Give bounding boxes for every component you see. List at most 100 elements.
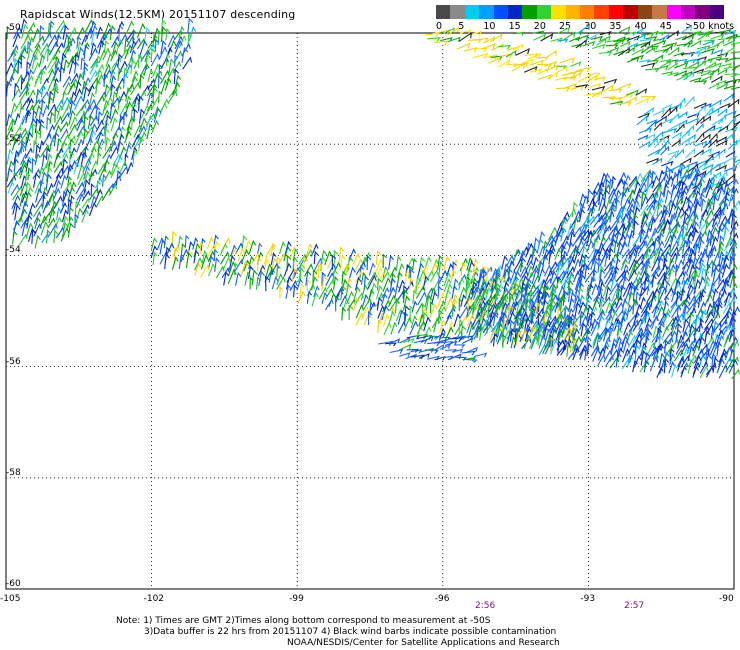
wind-barb [117, 133, 125, 147]
wind-barb [646, 236, 654, 249]
wind-barb [662, 45, 673, 53]
wind-barb [53, 216, 63, 231]
wind-barb [492, 332, 499, 347]
pass-time-label: 2:56 [475, 601, 496, 611]
wind-barb [81, 197, 90, 209]
wind-barb [438, 327, 446, 341]
wind-barb [688, 202, 696, 217]
wind-barb [83, 179, 90, 195]
wind-barb [709, 233, 715, 247]
wind-barb [692, 180, 703, 193]
wind-barb [641, 96, 657, 101]
wind-barb [554, 297, 562, 313]
wind-barb [132, 149, 139, 165]
wind-barb [585, 315, 592, 331]
legend-swatch-10 [580, 5, 595, 19]
wind-barb [687, 52, 702, 57]
wind-barb [42, 132, 52, 146]
wind-barb [55, 19, 66, 34]
wind-barb [669, 103, 683, 110]
wind-barb [686, 258, 695, 273]
wind-barb [632, 219, 639, 236]
wind-barb [511, 62, 526, 72]
wind-barb [471, 277, 478, 290]
wind-barb [584, 229, 593, 241]
wind-barb [10, 102, 18, 117]
wind-barb [452, 335, 467, 341]
wind-barb [731, 161, 740, 171]
wind-barb [645, 330, 653, 344]
wind-barb [705, 362, 717, 375]
wind-barb [535, 327, 544, 344]
wind-barb [680, 354, 690, 368]
wind-barb [493, 302, 501, 318]
wind-barb [572, 297, 582, 313]
wind-barb [388, 310, 396, 325]
wind-barb [152, 86, 159, 103]
wind-barb [663, 250, 671, 266]
wind-barb [478, 287, 488, 304]
wind-barb [675, 190, 683, 205]
wind-barb [694, 46, 707, 54]
legend-label-1: 5 [458, 21, 465, 32]
wind-barb [444, 340, 458, 347]
wind-barb [458, 318, 464, 333]
wind-barb [376, 266, 383, 279]
wind-barb [627, 215, 634, 230]
wind-barb [729, 35, 740, 39]
wind-barb [76, 138, 84, 153]
wind-barb [544, 269, 554, 284]
wind-barb [60, 128, 69, 140]
wind-barb [515, 300, 523, 314]
wind-barb [249, 276, 254, 290]
wind-barb [717, 245, 724, 259]
wind-barb [694, 80, 708, 85]
wind-barb [10, 183, 20, 196]
wind-barb [628, 189, 636, 204]
wind-barb [718, 209, 725, 225]
legend-label-0: 0 [436, 21, 443, 32]
wind-barb [666, 30, 680, 40]
wind-barb [548, 226, 558, 241]
wind-barb [80, 109, 87, 123]
wind-barb [652, 109, 665, 116]
wind-barb [215, 265, 225, 279]
wind-barb [658, 232, 665, 246]
wind-barb [418, 307, 428, 321]
wind-barb [313, 262, 323, 276]
wind-barb [723, 196, 730, 210]
wind-barb [605, 286, 612, 301]
wind-barb [394, 283, 401, 298]
wind-barb [692, 289, 703, 302]
wind-barb [646, 248, 657, 264]
wind-barb [671, 139, 681, 147]
wind-barb [20, 53, 26, 69]
wind-barb [117, 67, 123, 82]
wind-barb [723, 93, 734, 102]
wind-barb [548, 246, 556, 259]
wind-barb [160, 69, 170, 85]
wind-barb [433, 317, 441, 333]
wind-barb [341, 306, 347, 321]
wind-barb [451, 348, 464, 353]
wind-barb [173, 68, 180, 85]
wind-barb [110, 74, 117, 89]
wind-barb [561, 266, 570, 279]
wind-barb [103, 63, 111, 77]
wind-barb [536, 56, 549, 61]
wind-barb [466, 359, 478, 363]
wind-speed-legend: 0 5 10 15 20 25 30 35 40 45 >50 knots [436, 5, 740, 33]
wind-barb [723, 250, 730, 264]
wind-barb [688, 30, 702, 39]
wind-barb [621, 232, 631, 249]
wind-barb [444, 314, 452, 326]
wind-barb [55, 34, 62, 47]
wind-barb [56, 137, 62, 152]
wind-barb [652, 234, 660, 246]
wind-barb [668, 168, 674, 182]
wind-barb [617, 25, 631, 34]
wind-barb [567, 287, 574, 302]
wind-barb [627, 291, 635, 306]
wind-barb [708, 44, 720, 49]
wind-barb [613, 240, 620, 254]
